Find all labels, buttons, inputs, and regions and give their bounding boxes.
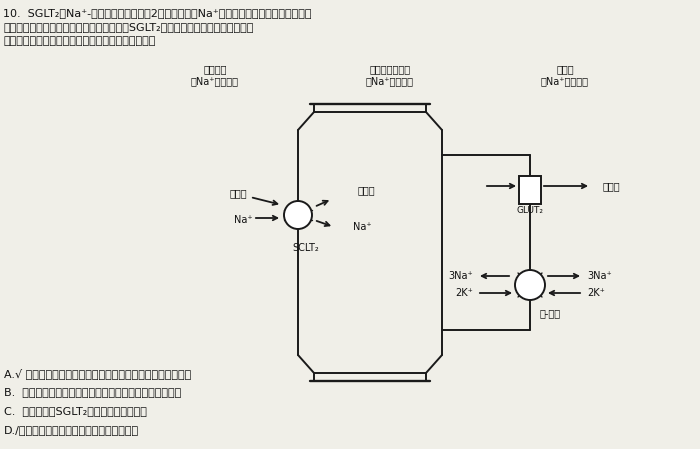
Text: Na⁺: Na⁺ xyxy=(353,222,372,232)
Text: 3Na⁺: 3Na⁺ xyxy=(587,271,612,281)
Text: D./肾小管中的钓盐浓度影响葡萄糖的重吸收: D./肾小管中的钓盐浓度影响葡萄糖的重吸收 xyxy=(4,425,139,435)
Text: GLUT₂: GLUT₂ xyxy=(517,206,543,215)
Text: 葡萄糖: 葡萄糖 xyxy=(358,185,376,195)
Text: 高Na⁺低葡萄糖: 高Na⁺低葡萄糖 xyxy=(191,76,239,86)
Text: 收，而高血糖会增加钠的重吸收。下列叙述错误的是: 收，而高血糖会增加钠的重吸收。下列叙述错误的是 xyxy=(3,36,155,46)
Text: 3Na⁺: 3Na⁺ xyxy=(448,271,473,281)
Text: A.√ 图中运输葡萄糖进出肾小管上皮细胞的转运蛋白种类不同: A.√ 图中运输葡萄糖进出肾小管上皮细胞的转运蛋白种类不同 xyxy=(4,368,191,379)
Bar xyxy=(519,176,541,204)
Text: 蛋白（如图示）。血钠和血糖浓度可能调节SGLT₂的功能，高血钠会促进钠的重吸: 蛋白（如图示）。血钠和血糖浓度可能调节SGLT₂的功能，高血钠会促进钠的重吸 xyxy=(3,22,253,32)
Text: 葡萄糖: 葡萄糖 xyxy=(603,181,621,191)
Text: 2K⁺: 2K⁺ xyxy=(587,288,605,298)
Text: Na⁺: Na⁺ xyxy=(234,215,252,225)
Text: 钙-钒泥: 钙-钒泥 xyxy=(540,308,561,318)
Text: 组织液: 组织液 xyxy=(556,64,574,74)
Text: C.  糖尿病患者SGLT₂的活性可能受到抑制: C. 糖尿病患者SGLT₂的活性可能受到抑制 xyxy=(4,406,147,416)
Text: SCLT₂: SCLT₂ xyxy=(293,243,319,253)
Text: 葡萄糖: 葡萄糖 xyxy=(229,188,247,198)
Text: 肾小管腔: 肾小管腔 xyxy=(203,64,227,74)
Text: 高Na⁺低葡萄糖: 高Na⁺低葡萄糖 xyxy=(541,76,589,86)
Text: 2K⁺: 2K⁺ xyxy=(455,288,473,298)
Text: B.  正常机体据入过量钓盐时，肾上腺皮质分泌醒固酮减少: B. 正常机体据入过量钓盐时，肾上腺皮质分泌醒固酮减少 xyxy=(4,387,181,397)
Text: 10.  SGLT₂（Na⁺-葡萄糖协同转运蛋白2）是肾小管对Na⁺、葡萄糖重吸收的一种主要转运: 10. SGLT₂（Na⁺-葡萄糖协同转运蛋白2）是肾小管对Na⁺、葡萄糖重吸收… xyxy=(3,8,312,18)
Text: 肾小管上皮细胞: 肾小管上皮细胞 xyxy=(370,64,411,74)
Circle shape xyxy=(284,201,312,229)
Text: 低Na⁺高葡萄糖: 低Na⁺高葡萄糖 xyxy=(366,76,414,86)
Circle shape xyxy=(515,270,545,300)
